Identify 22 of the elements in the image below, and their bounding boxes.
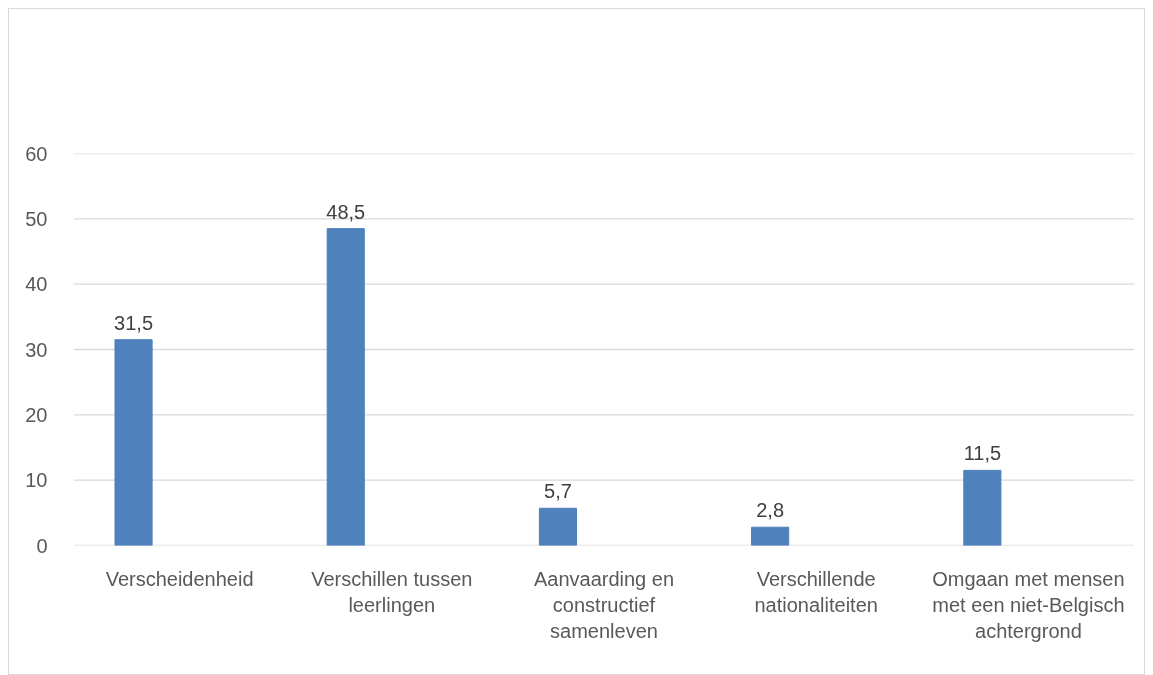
x-tick-label: Omgaan met mensen met een niet-Belgisch achtergrond [932, 567, 1125, 643]
x-tick-label: Verschillende nationaliteiten [754, 567, 878, 616]
data-label: 31,5 [114, 311, 154, 334]
bar [326, 228, 365, 546]
y-tick-label: 60 [25, 142, 48, 165]
data-label: 11,5 [963, 442, 1002, 465]
data-label: 2,8 [756, 499, 785, 522]
bar [538, 507, 578, 546]
bar [751, 526, 790, 546]
y-tick-label: 20 [25, 403, 48, 426]
data-label: 48,5 [326, 200, 366, 223]
y-tick-label: 50 [25, 207, 48, 230]
bar [963, 469, 1002, 546]
x-tick-label: Aanvaarding en constructief samenleven [533, 567, 675, 643]
y-tick-label: 40 [25, 273, 48, 296]
data-label: 5,7 [544, 480, 572, 503]
x-tick-label: Verscheidenheid [105, 567, 254, 590]
y-tick-label: 0 [36, 534, 48, 557]
x-tick-label: Verschillen tussen leerlingen [311, 567, 473, 616]
y-tick-label: 10 [25, 469, 48, 492]
bar [114, 339, 153, 546]
y-tick-label: 30 [25, 338, 48, 361]
